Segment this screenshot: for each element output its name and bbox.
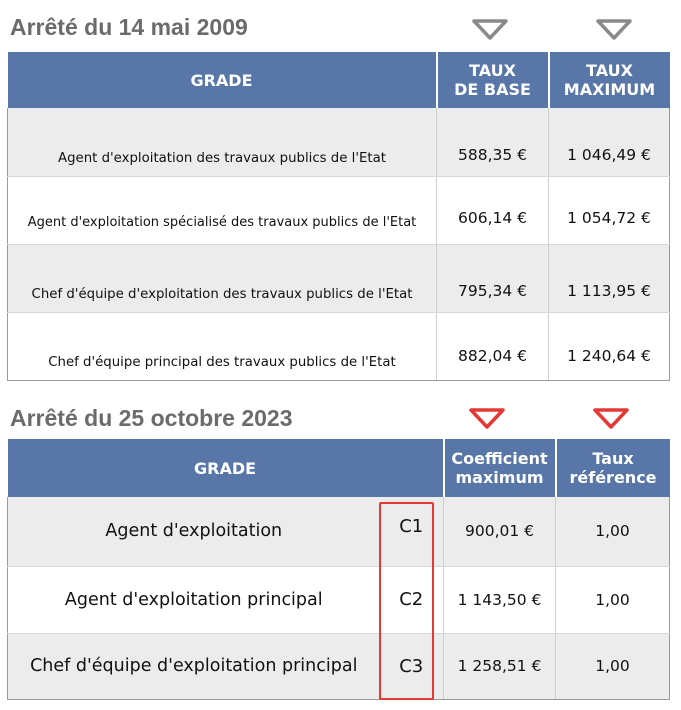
taux-base-cell: 606,14 €: [436, 176, 549, 245]
taux-max-cell: 1 240,64 €: [548, 312, 670, 381]
grade-table-2009: GRADE TAUX DE BASE TAUX MAXIMUM Agent d'ex…: [7, 52, 670, 381]
header-line: référence: [569, 468, 657, 487]
table-header-row: GRADE Coefficient maximum Taux référence: [7, 439, 670, 497]
section-title-2009: Arrêté du 14 mai 2009: [10, 14, 248, 40]
header-line: TAUX: [469, 61, 516, 80]
table-row: Chef d'équipe principal des travaux publ…: [7, 312, 670, 381]
table-row: Chef d'équipe d'exploitation des travaux…: [7, 244, 670, 313]
taux-base-cell: 588,35 €: [436, 108, 549, 177]
table-row: Chef d'équipe d'exploitation principal C…: [7, 633, 671, 700]
header-grade: GRADE: [7, 52, 438, 108]
header-line: maximum: [455, 468, 544, 487]
grade-cell: Chef d'équipe principal des travaux publ…: [7, 312, 437, 381]
coefficient-cell: 1 143,50 €: [443, 566, 557, 634]
grade-cell: Agent d'exploitation des travaux publics…: [7, 108, 437, 177]
table-header-row: GRADE TAUX DE BASE TAUX MAXIMUM: [7, 52, 670, 108]
header-line: DE BASE: [454, 80, 531, 99]
triangle-marker-icon: [593, 408, 629, 429]
table-row: Agent d'exploitation des travaux publics…: [7, 108, 670, 177]
taux-reference-cell: 1,00: [555, 497, 671, 567]
table-row: Agent d'exploitation principal C2 1 143,…: [7, 566, 671, 634]
taux-base-cell: 882,04 €: [436, 312, 549, 381]
taux-max-cell: 1 054,72 €: [548, 176, 670, 245]
grade-cell: Agent d'exploitation spécialisé des trav…: [7, 176, 437, 245]
coefficient-cell: 1 258,51 €: [443, 633, 557, 700]
header-grade: GRADE: [7, 439, 445, 497]
taux-base-cell: 795,34 €: [436, 244, 549, 313]
grade-cell: Chef d'équipe d'exploitation des travaux…: [7, 244, 437, 313]
taux-max-cell: 1 046,49 €: [548, 108, 670, 177]
grade-code-highlight-box: [379, 502, 434, 700]
header-taux-de-base: TAUX DE BASE: [436, 52, 550, 108]
coefficient-cell: 900,01 €: [443, 497, 557, 567]
grade-cell: Agent d'exploitation principal: [7, 566, 380, 634]
taux-max-cell: 1 113,95 €: [548, 244, 670, 313]
header-line: Coefficient: [451, 449, 548, 468]
header-line: TAUX: [586, 61, 633, 80]
header-line: MAXIMUM: [563, 80, 656, 99]
taux-reference-cell: 1,00: [555, 633, 671, 700]
triangle-marker-icon: [596, 19, 632, 40]
triangle-marker-icon: [469, 408, 505, 429]
table-row: Agent d'exploitation C1 900,01 € 1,00: [7, 497, 671, 567]
triangle-marker-icon: [472, 19, 508, 40]
section-title-2023: Arrêté du 25 octobre 2023: [10, 405, 293, 431]
grade-table-2023: GRADE Coefficient maximum Taux référence A…: [7, 439, 671, 700]
header-coefficient-maximum: Coefficient maximum: [443, 439, 557, 497]
header-line: Taux: [592, 449, 634, 468]
taux-reference-cell: 1,00: [555, 566, 671, 634]
table-row: Agent d'exploitation spécialisé des trav…: [7, 176, 670, 245]
grade-cell: Agent d'exploitation: [7, 497, 380, 567]
grade-cell: Chef d'équipe d'exploitation principal: [7, 633, 380, 700]
header-taux-reference: Taux référence: [555, 439, 670, 497]
header-taux-maximum: TAUX MAXIMUM: [548, 52, 670, 108]
